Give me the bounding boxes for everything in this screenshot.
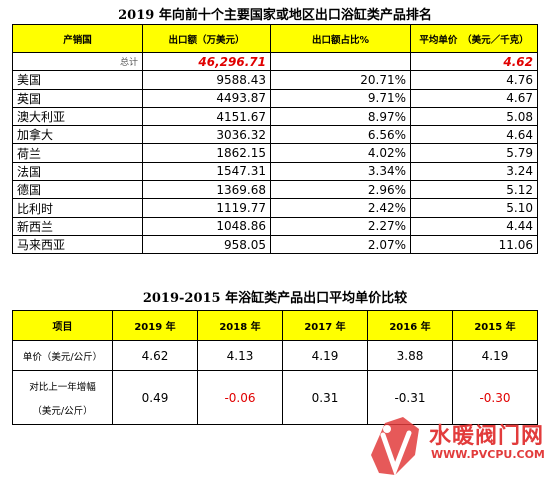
header-country: 产销国 bbox=[12, 24, 143, 53]
export-share-cell: 3.34% bbox=[270, 161, 411, 182]
avg-price-cell: 5.08 bbox=[410, 106, 538, 127]
export-value-cell: 4151.67 bbox=[142, 106, 271, 127]
export-share-cell: 2.96% bbox=[270, 180, 411, 200]
watermark: 水暖阀门网 WWW.PVCPU.COM bbox=[365, 415, 550, 487]
export-value-cell: 9588.43 bbox=[142, 70, 271, 90]
total-value: 46,296.71 bbox=[142, 51, 271, 72]
export-share-cell: 2.07% bbox=[270, 234, 411, 255]
yoy-change-cell: -0.30 bbox=[452, 370, 538, 425]
export-value-cell: 4493.87 bbox=[142, 88, 271, 108]
header-export-share: 出口额占比% bbox=[270, 24, 411, 53]
export-share-cell: 4.02% bbox=[270, 143, 411, 163]
yoy-change-label: 对比上一年增幅 （美元/公斤） bbox=[12, 370, 113, 425]
table-row: 法国 1547.31 3.34% 3.24 bbox=[12, 161, 538, 182]
country-cell: 英国 bbox=[12, 88, 143, 108]
header-2017: 2017 年 bbox=[282, 310, 368, 341]
table-row: 澳大利亚 4151.67 8.97% 5.08 bbox=[12, 106, 538, 127]
total-row: 总计 46,296.71 4.62 bbox=[12, 51, 538, 72]
header-item: 项目 bbox=[12, 310, 113, 341]
total-label: 总计 bbox=[12, 51, 143, 72]
table-row: 新西兰 1048.86 2.27% 4.44 bbox=[12, 216, 538, 236]
watermark-url: WWW.PVCPU.COM bbox=[431, 448, 545, 461]
yoy-change-cell: -0.06 bbox=[197, 370, 283, 425]
price-comparison-table: 项目 2019 年 2018 年 2017 年 2016 年 2015 年 单价… bbox=[12, 310, 538, 425]
yoy-change-cell: 0.49 bbox=[112, 370, 198, 425]
unit-price-cell: 4.19 bbox=[282, 340, 368, 371]
header-export-value: 出口额（万美元） bbox=[142, 24, 271, 53]
pv-logo-icon bbox=[371, 417, 419, 477]
export-value-cell: 958.05 bbox=[142, 234, 271, 255]
export-share-cell: 2.42% bbox=[270, 198, 411, 218]
export-value-cell: 1119.77 bbox=[142, 198, 271, 218]
export-ranking-table: 产销国 出口额（万美元） 出口额占比% 平均单价 （美元／千克） 总计 46,2… bbox=[12, 24, 538, 255]
table-row: 加拿大 3036.32 6.56% 4.64 bbox=[12, 125, 538, 145]
table-row: 马来西亚 958.05 2.07% 11.06 bbox=[12, 234, 538, 255]
avg-price-cell: 4.44 bbox=[410, 216, 538, 236]
avg-price-cell: 4.76 bbox=[410, 70, 538, 90]
country-cell: 美国 bbox=[12, 70, 143, 90]
yoy-change-row: 对比上一年增幅 （美元/公斤） 0.49 -0.06 0.31 -0.31 -0… bbox=[12, 370, 538, 425]
avg-price-cell: 11.06 bbox=[410, 234, 538, 255]
export-value-cell: 1862.15 bbox=[142, 143, 271, 163]
export-share-cell: 9.71% bbox=[270, 88, 411, 108]
avg-price-cell: 5.12 bbox=[410, 180, 538, 200]
table-row: 英国 4493.87 9.71% 4.67 bbox=[12, 88, 538, 108]
country-cell: 比利时 bbox=[12, 198, 143, 218]
export-share-cell: 20.71% bbox=[270, 70, 411, 90]
unit-price-cell: 4.13 bbox=[197, 340, 283, 371]
unit-price-label: 单价（美元/公斤） bbox=[12, 340, 113, 371]
yoy-change-label-line2: （美元/公斤） bbox=[32, 405, 93, 417]
table-header-row: 产销国 出口额（万美元） 出口额占比% 平均单价 （美元／千克） bbox=[12, 24, 538, 53]
table-row: 比利时 1119.77 2.42% 5.10 bbox=[12, 198, 538, 218]
avg-price-cell: 4.64 bbox=[410, 125, 538, 145]
avg-price-cell: 5.10 bbox=[410, 198, 538, 218]
country-cell: 新西兰 bbox=[12, 216, 143, 236]
watermark-text: 水暖阀门网 bbox=[429, 424, 545, 449]
country-cell: 德国 bbox=[12, 180, 143, 200]
avg-price-cell: 5.79 bbox=[410, 143, 538, 163]
unit-price-cell: 4.19 bbox=[452, 340, 538, 371]
country-cell: 加拿大 bbox=[12, 125, 143, 145]
country-cell: 澳大利亚 bbox=[12, 106, 143, 127]
avg-price-cell: 3.24 bbox=[410, 161, 538, 182]
export-value-cell: 3036.32 bbox=[142, 125, 271, 145]
table1-title: 2019 年向前十个主要国家或地区出口浴缸类产品排名 bbox=[118, 8, 432, 23]
header-2016: 2016 年 bbox=[367, 310, 453, 341]
table-row: 美国 9588.43 20.71% 4.76 bbox=[12, 70, 538, 90]
unit-price-row: 单价（美元/公斤） 4.62 4.13 4.19 3.88 4.19 bbox=[12, 340, 538, 371]
yoy-change-cell: 0.31 bbox=[282, 370, 368, 425]
header-2018: 2018 年 bbox=[197, 310, 283, 341]
unit-price-cell: 3.88 bbox=[367, 340, 453, 371]
export-share-cell: 8.97% bbox=[270, 106, 411, 127]
table-row: 荷兰 1862.15 4.02% 5.79 bbox=[12, 143, 538, 163]
total-share bbox=[270, 51, 411, 72]
table-header-row: 项目 2019 年 2018 年 2017 年 2016 年 2015 年 bbox=[12, 310, 538, 341]
country-cell: 马来西亚 bbox=[12, 234, 143, 255]
export-value-cell: 1048.86 bbox=[142, 216, 271, 236]
export-value-cell: 1547.31 bbox=[142, 161, 271, 182]
table2-title: 2019-2015 年浴缸类产品出口平均单价比较 bbox=[142, 291, 408, 306]
export-value-cell: 1369.68 bbox=[142, 180, 271, 200]
unit-price-cell: 4.62 bbox=[112, 340, 198, 371]
total-price: 4.62 bbox=[410, 51, 538, 72]
table-row: 德国 1369.68 2.96% 5.12 bbox=[12, 180, 538, 200]
yoy-change-label-line1: 对比上一年增幅 bbox=[29, 381, 96, 393]
export-share-cell: 6.56% bbox=[270, 125, 411, 145]
yoy-change-cell: -0.31 bbox=[367, 370, 453, 425]
header-2015: 2015 年 bbox=[452, 310, 538, 341]
export-share-cell: 2.27% bbox=[270, 216, 411, 236]
country-cell: 荷兰 bbox=[12, 143, 143, 163]
header-avg-price: 平均单价 （美元／千克） bbox=[410, 24, 538, 53]
avg-price-cell: 4.67 bbox=[410, 88, 538, 108]
country-cell: 法国 bbox=[12, 161, 143, 182]
header-2019: 2019 年 bbox=[112, 310, 198, 341]
